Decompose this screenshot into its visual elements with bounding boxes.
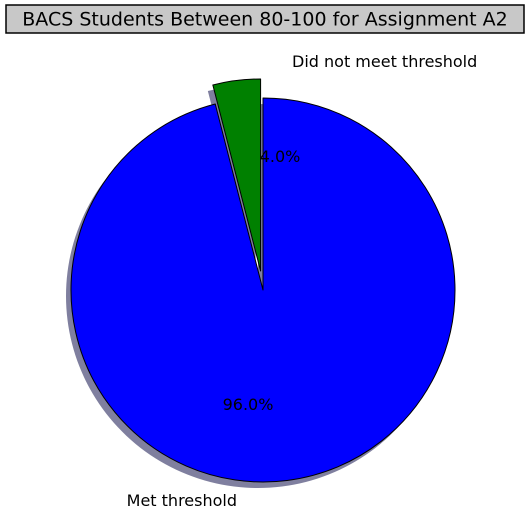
slice-label-did-not-meet: Did not meet threshold xyxy=(292,52,477,71)
slice-labels: Did not meet threshold Met threshold 4.0… xyxy=(127,52,478,510)
pct-label-met: 96.0% xyxy=(223,395,274,414)
pie-slices xyxy=(70,78,456,483)
chart-title-box xyxy=(5,4,525,34)
pie-slice-did-not-meet-threshold xyxy=(212,78,262,272)
pie-slice-met-threshold xyxy=(70,97,456,483)
pct-label-did-not-meet: 4.0% xyxy=(260,147,301,166)
slice-label-met: Met threshold xyxy=(127,491,237,510)
chart-title: BACS Students Between 80-100 for Assignm… xyxy=(22,9,507,31)
chart-title-group: BACS Students Between 80-100 for Assignm… xyxy=(5,4,525,34)
